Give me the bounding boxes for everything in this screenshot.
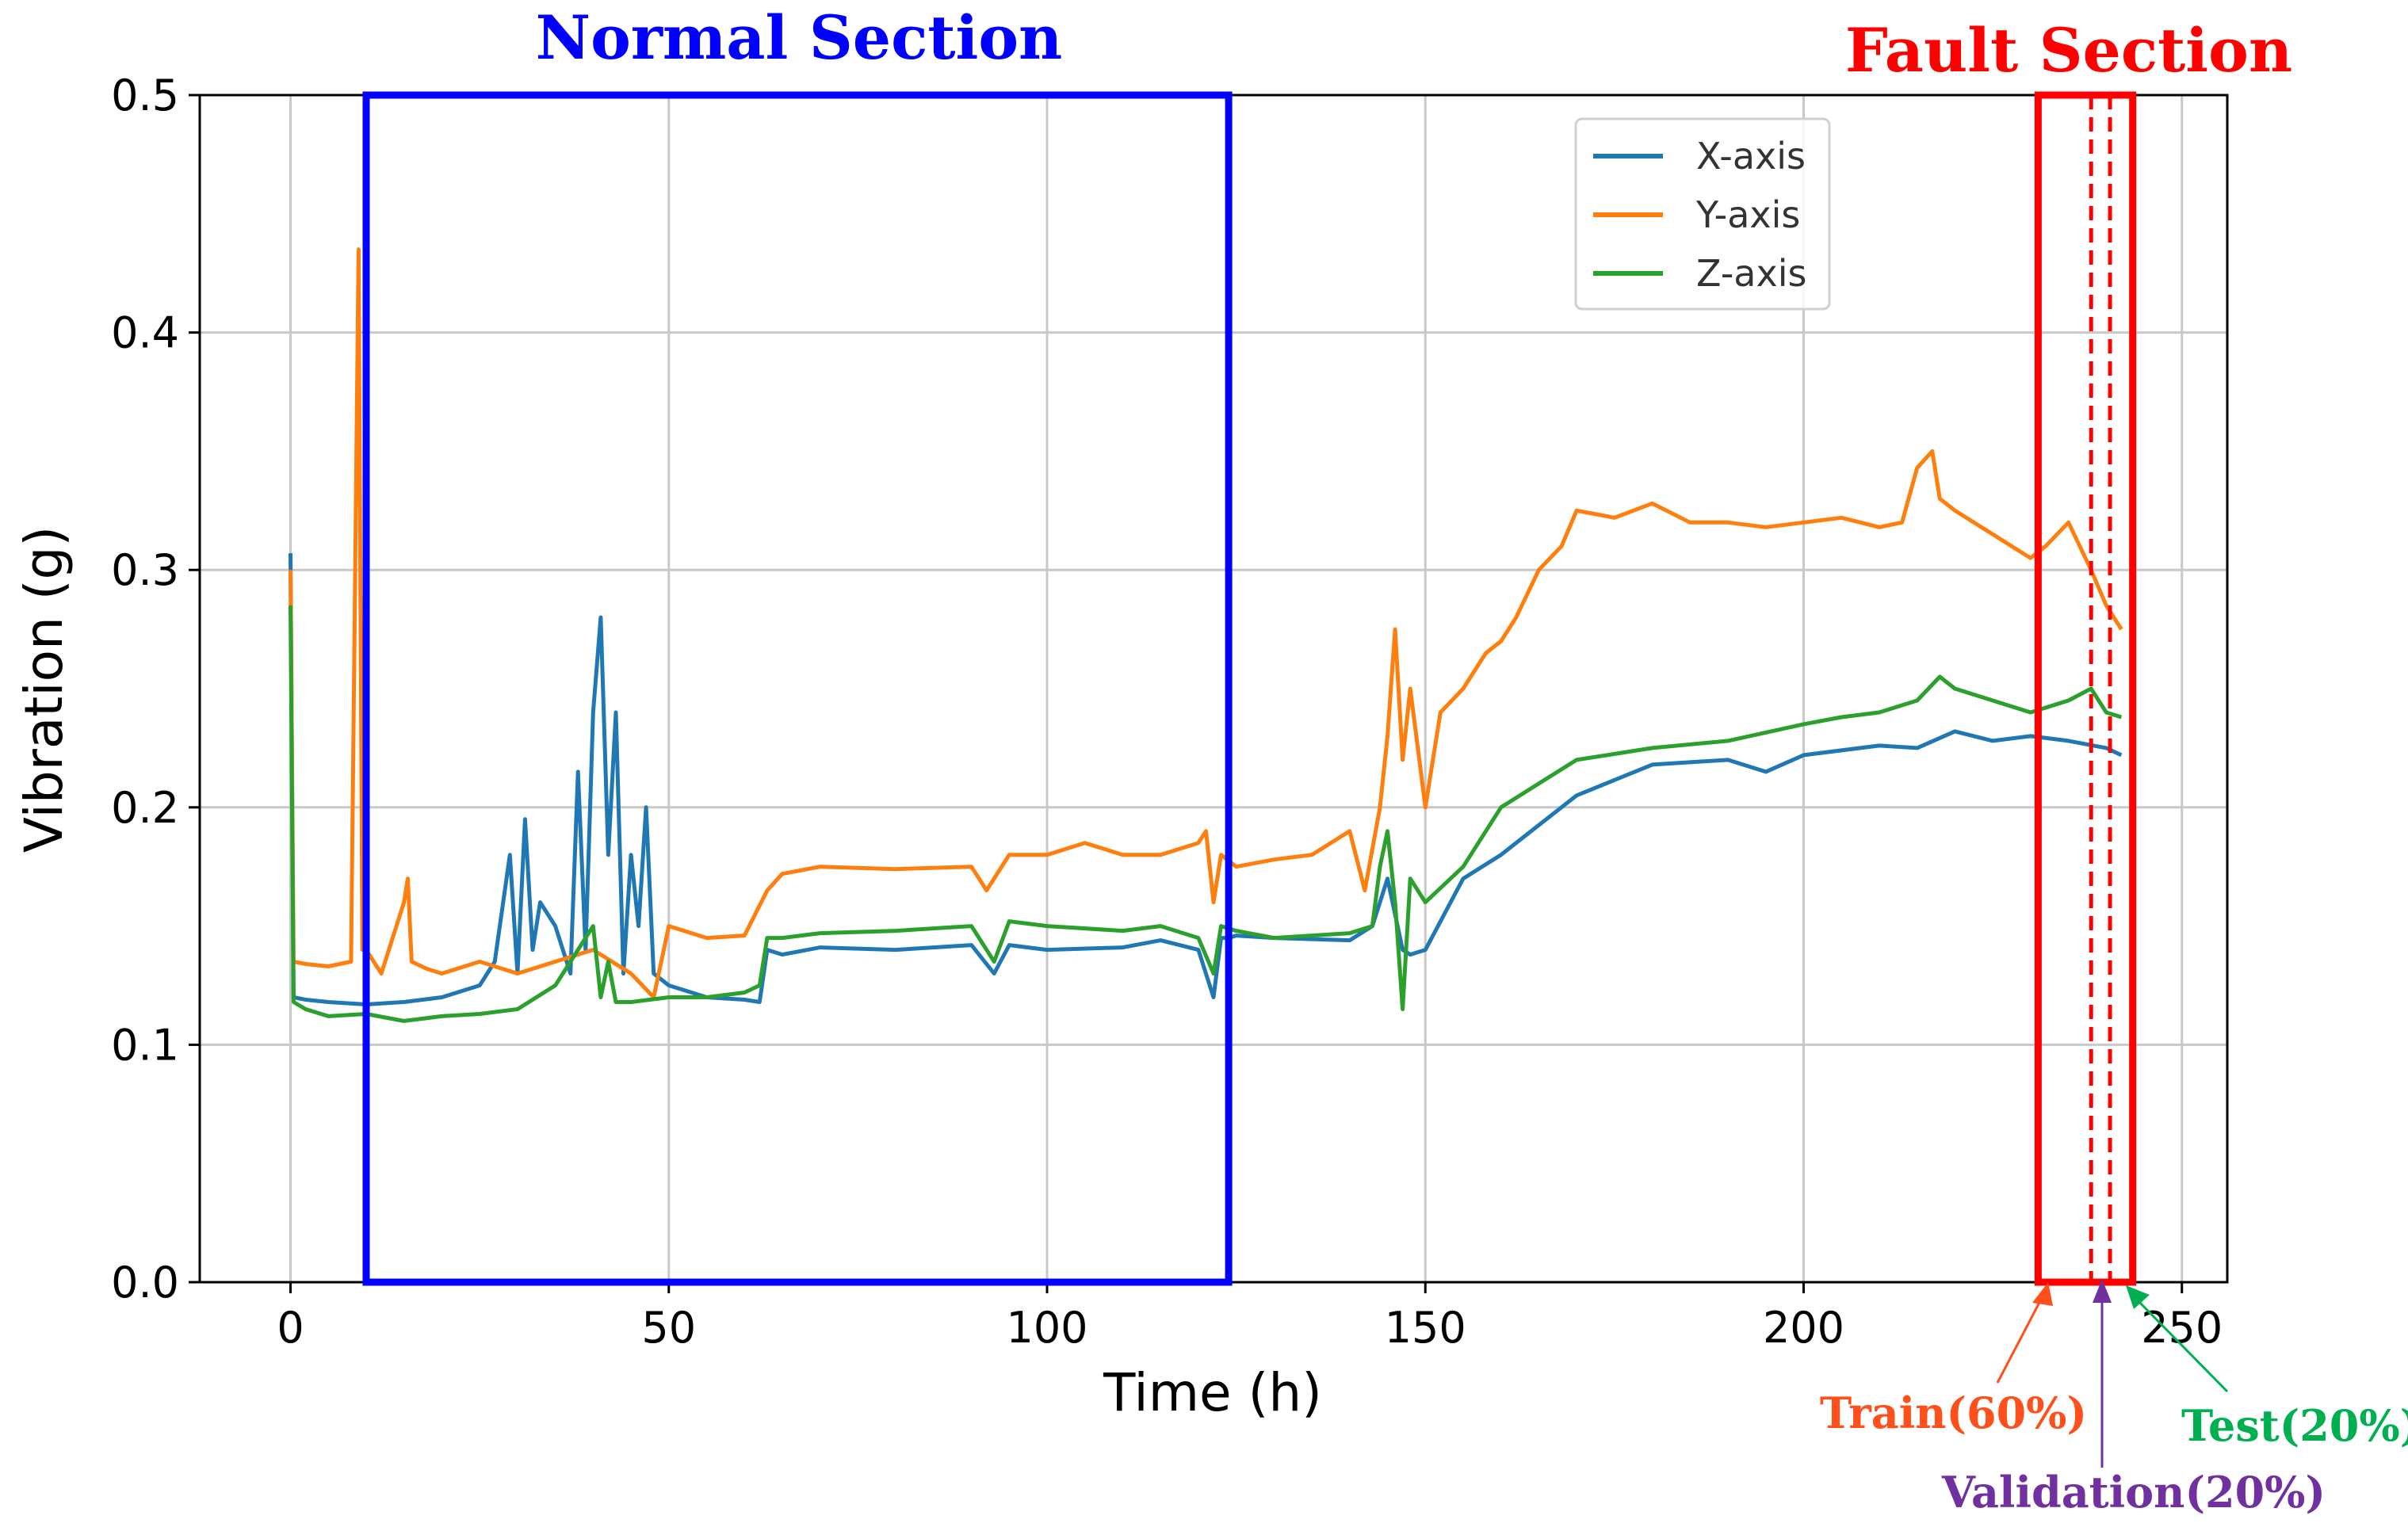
y-tick-label: 0.3 — [111, 545, 179, 595]
x-tick-label: 0 — [277, 1303, 304, 1353]
plot-area — [200, 95, 2227, 1282]
series-layer — [289, 247, 2123, 1023]
y-tick-label: 0.2 — [111, 783, 179, 833]
fault-section-box — [2034, 91, 2137, 1286]
train-split-label: Train(60%) — [1820, 1388, 2087, 1438]
z-axis-series-line — [289, 605, 2123, 1023]
x-tick-label: 50 — [641, 1303, 696, 1353]
validation-arrowhead-icon — [2093, 1279, 2112, 1303]
x-axis-label: Time (h) — [1103, 1362, 1322, 1423]
normal-section-box — [362, 91, 1233, 1286]
test-arrowhead-icon — [2126, 1285, 2150, 1309]
fault-section-title: Fault Section — [1845, 15, 2292, 86]
legend-label-y: Y-axis — [1695, 193, 1800, 236]
y-axis-label: Vibration (g) — [13, 526, 75, 853]
train-arrow — [1996, 1294, 2045, 1384]
legend: X-axis Y-axis Z-axis — [1574, 117, 1831, 311]
test-split-label: Test(20%) — [2181, 1400, 2408, 1451]
train-arrowhead-icon — [2032, 1282, 2053, 1306]
x-tick-label: 200 — [1763, 1303, 1844, 1353]
y-axis-series-line — [289, 247, 2123, 999]
legend-label-z: Z-axis — [1696, 252, 1806, 295]
x-tick-label: 100 — [1006, 1303, 1087, 1353]
y-tick-label: 0.1 — [111, 1020, 179, 1070]
legend-label-x: X-axis — [1696, 135, 1806, 178]
normal-section-title: Normal Section — [536, 2, 1063, 73]
test-arrow — [2134, 1296, 2229, 1393]
y-tick-label: 0.0 — [111, 1258, 179, 1308]
y-tick-label: 0.4 — [111, 308, 179, 358]
annotation-layer: Normal Section Fault Section Train(60%) … — [362, 2, 2408, 1518]
x-tick-label: 150 — [1385, 1303, 1466, 1353]
legend-box — [1574, 117, 1831, 311]
validation-split-label: Validation(20%) — [1941, 1467, 2326, 1518]
y-tick-label: 0.5 — [111, 71, 179, 120]
x-axis-series-line — [289, 553, 2123, 1006]
